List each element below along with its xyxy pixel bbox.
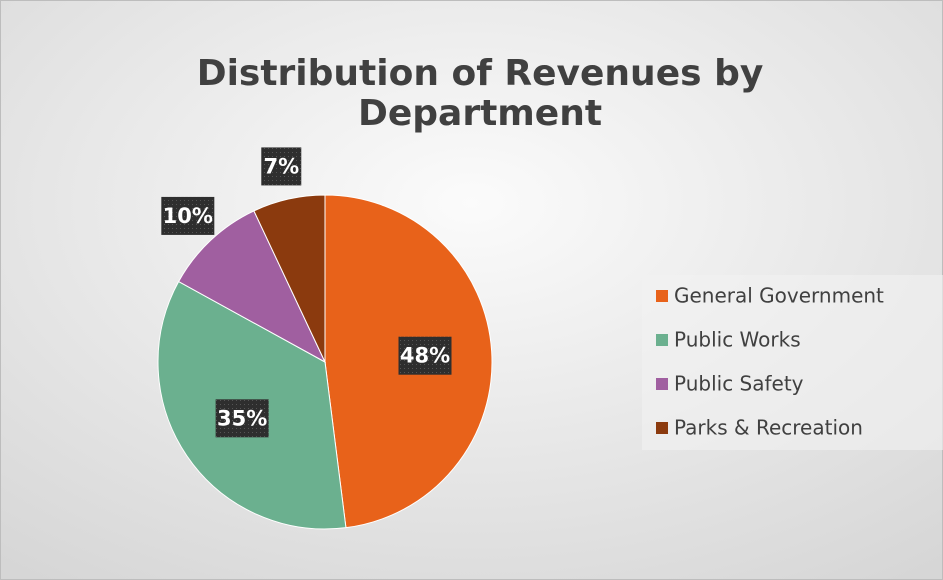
legend-background (642, 275, 943, 450)
data-label-box (398, 336, 452, 375)
pie-slice (253, 194, 326, 363)
legend-label: Public Works (674, 328, 801, 352)
legend-swatch (656, 378, 668, 390)
data-label: 7% (263, 154, 299, 178)
legend-label: General Government (674, 284, 884, 308)
legend-label: Parks & Recreation (674, 416, 863, 440)
data-label-box (261, 147, 302, 186)
data-label-box (161, 196, 215, 235)
data-label: 35% (217, 406, 267, 430)
chart-title: Distribution of Revenues by Department (197, 53, 764, 134)
data-label-box (215, 399, 269, 438)
data-label: 10% (163, 204, 213, 228)
legend-swatch (656, 290, 668, 302)
legend-label: Public Safety (674, 372, 804, 396)
legend-swatch (656, 334, 668, 346)
data-label: 48% (400, 344, 450, 368)
pie-slice (177, 210, 327, 364)
legend-swatch (656, 422, 668, 434)
